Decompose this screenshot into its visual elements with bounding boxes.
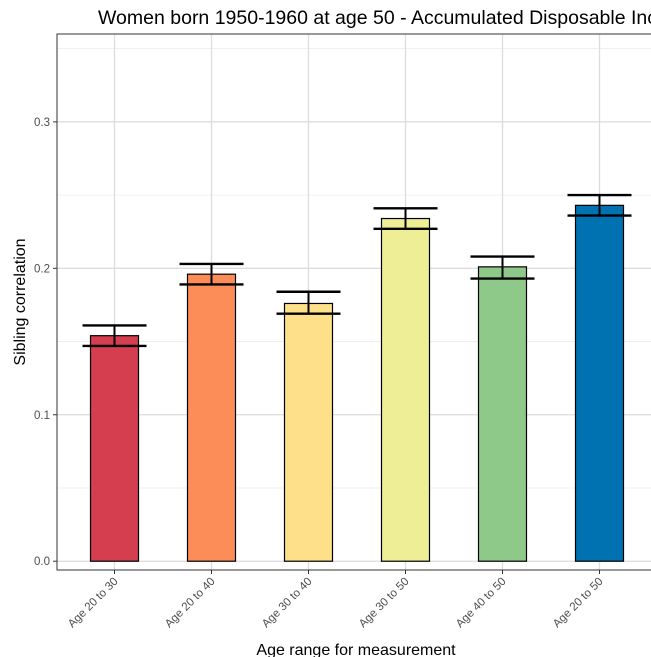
y-tick-label: 0.2	[34, 263, 50, 275]
x-axis-ticks: Age 20 to 30 Age 20 to 40 Age 30 to 40 Age …	[66, 570, 606, 630]
x-tick-label: Age 20 to 30	[66, 576, 121, 631]
x-tick-label: Age 20 to 40	[163, 576, 218, 631]
panel-border	[56, 33, 651, 571]
y-axis-ticks: 0.0 0.1 0.2 0.3	[34, 117, 57, 568]
minor-gridlines	[57, 48, 651, 489]
x-tick-label: Age 30 to 40	[260, 576, 315, 631]
x-axis-title: Age range for measurement	[256, 642, 456, 657]
bar	[186, 273, 237, 562]
y-axis-title: Sibling correlation	[12, 238, 29, 365]
major-gridlines	[57, 34, 651, 570]
y-tick-label: 0.0	[34, 556, 50, 568]
bar	[380, 217, 431, 562]
bar	[283, 302, 334, 562]
bar	[89, 335, 140, 562]
y-tick-label: 0.3	[34, 117, 50, 129]
bar	[477, 266, 528, 562]
x-tick-label: Age 30 to 50	[357, 576, 412, 631]
bars	[89, 204, 625, 562]
x-tick-label: Age 40 to 50	[454, 576, 509, 631]
x-tick-label: Age 20 to 50	[551, 576, 606, 631]
y-tick-label: 0.1	[34, 410, 50, 422]
bar	[574, 204, 625, 562]
error-bars	[82, 193, 632, 348]
chart-title: Women born 1950-1960 at age 50 - Accumul…	[98, 7, 651, 29]
